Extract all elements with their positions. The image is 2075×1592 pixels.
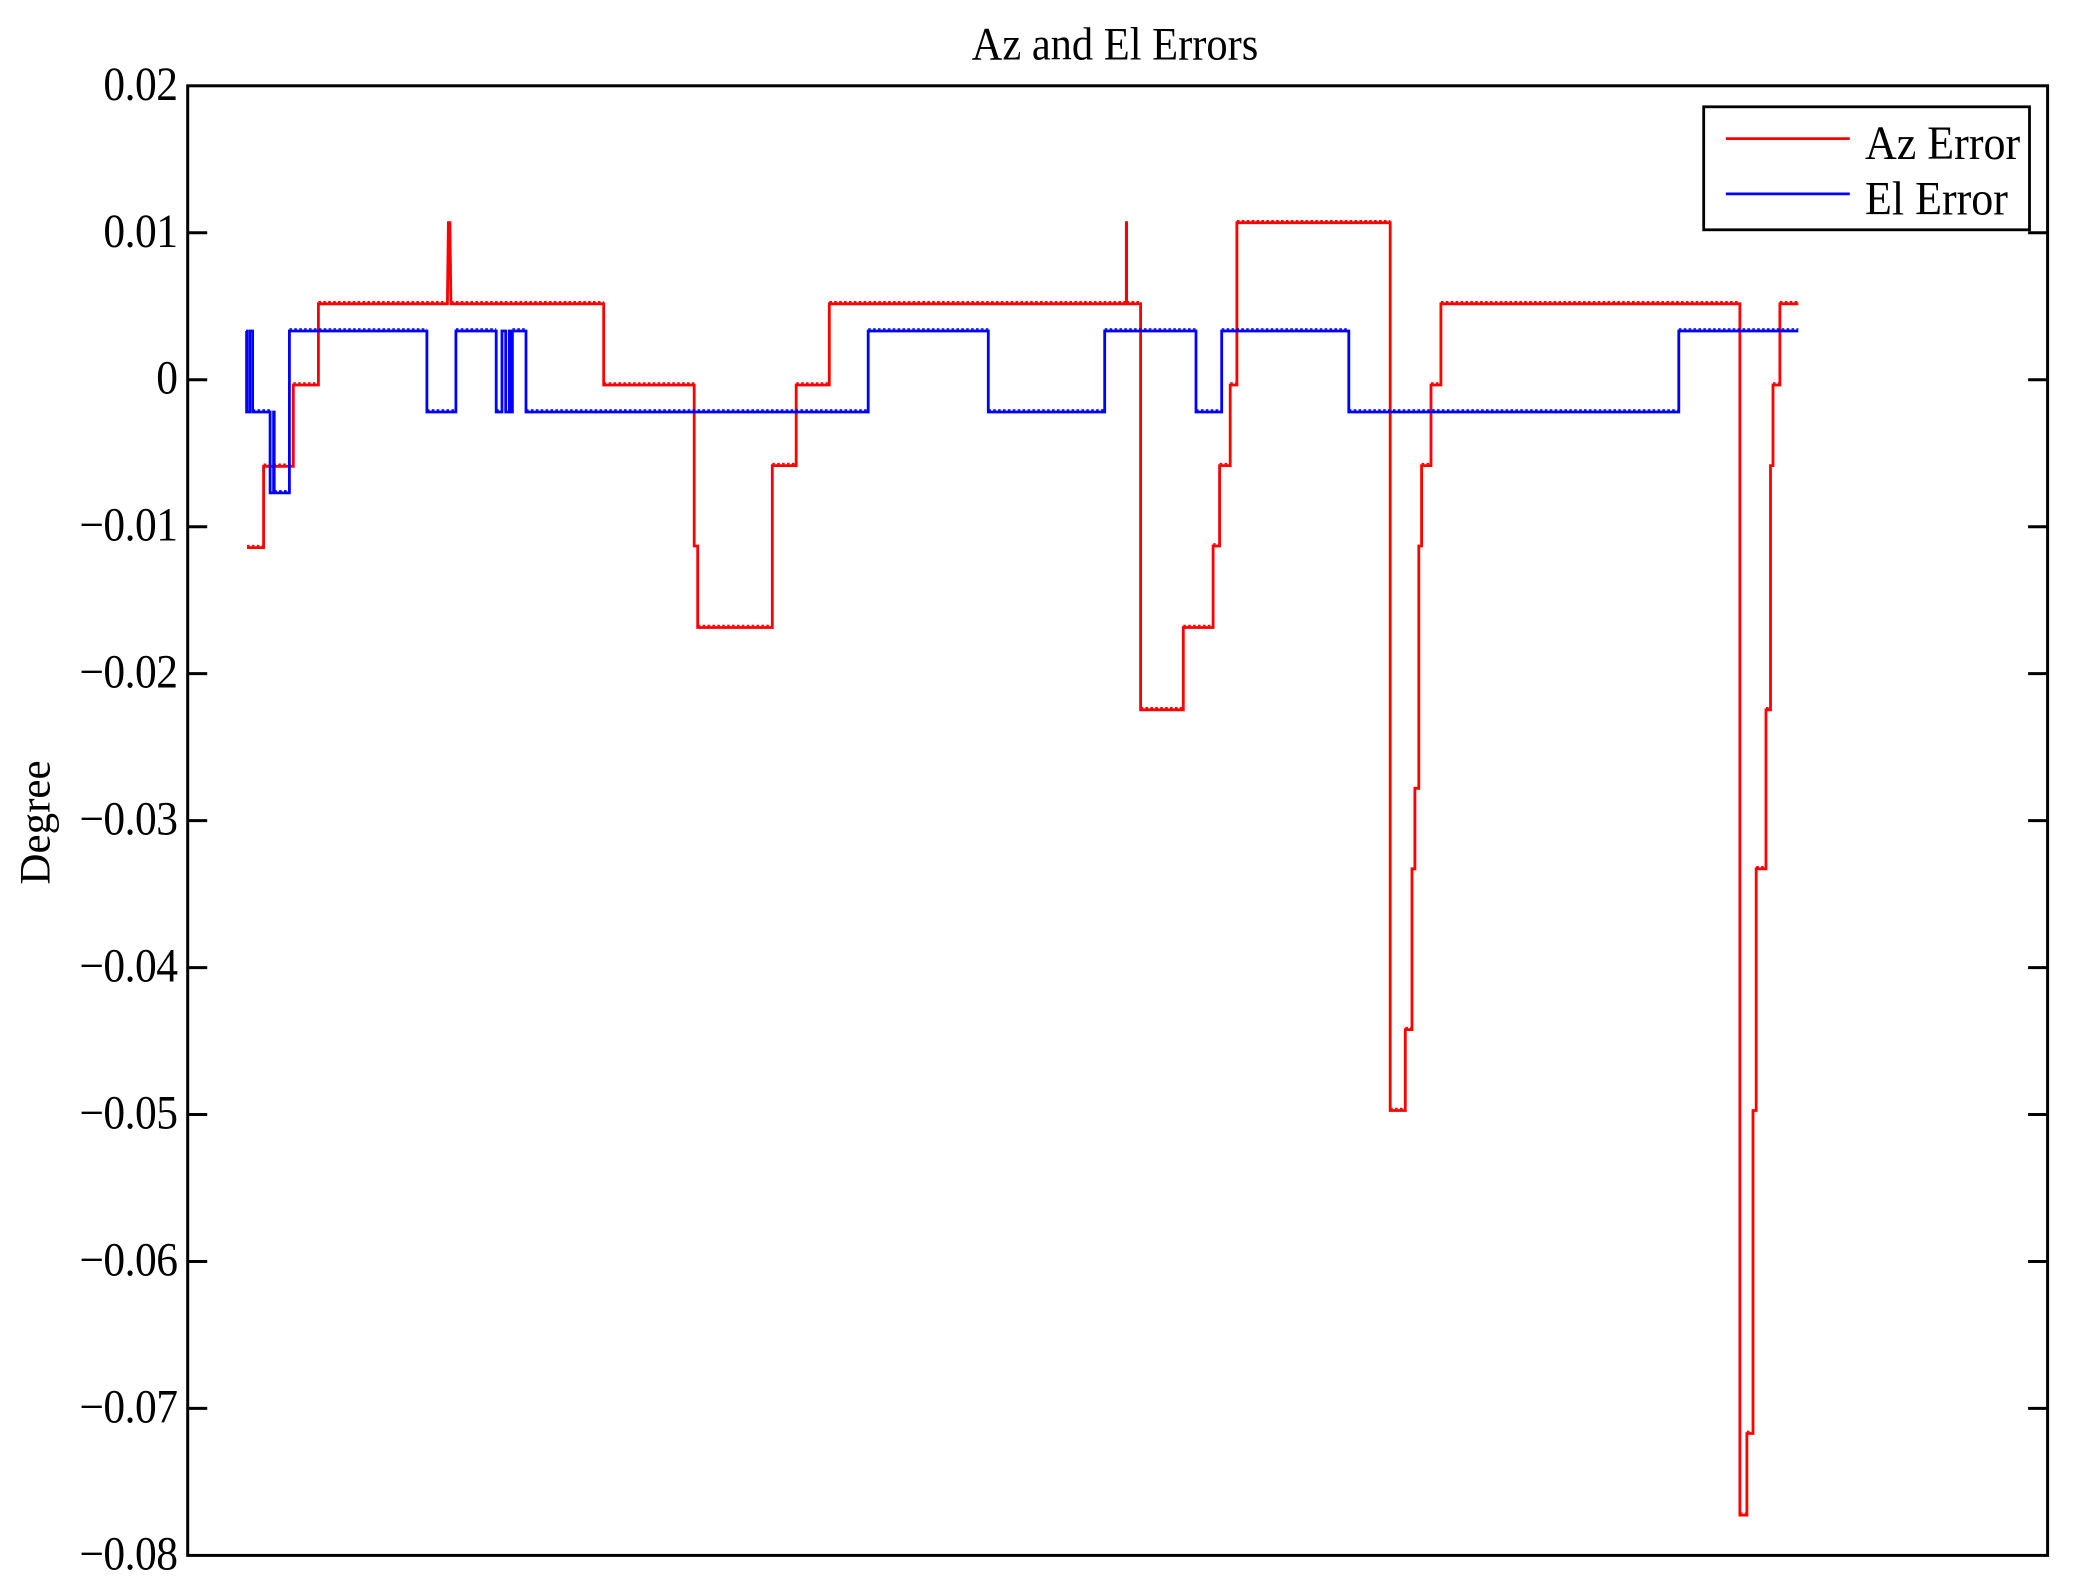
svg-text:−0.07: −0.07 <box>79 1380 177 1433</box>
svg-text:−0.08: −0.08 <box>79 1527 177 1580</box>
svg-text:−0.01: −0.01 <box>79 498 177 551</box>
svg-text:El Error: El Error <box>1865 172 2008 225</box>
svg-text:Az Error: Az Error <box>1865 116 2020 169</box>
svg-text:−0.06: −0.06 <box>79 1233 177 1286</box>
svg-text:0.01: 0.01 <box>103 204 177 257</box>
svg-text:Degree: Degree <box>13 760 60 884</box>
svg-text:−0.02: −0.02 <box>79 645 177 698</box>
svg-text:Az and El Errors: Az and El Errors <box>972 18 1259 70</box>
svg-text:−0.04: −0.04 <box>79 939 178 992</box>
svg-text:0: 0 <box>156 351 177 404</box>
svg-text:0.02: 0.02 <box>103 57 177 110</box>
svg-text:−0.03: −0.03 <box>79 792 177 845</box>
svg-text:−0.05: −0.05 <box>79 1086 177 1139</box>
